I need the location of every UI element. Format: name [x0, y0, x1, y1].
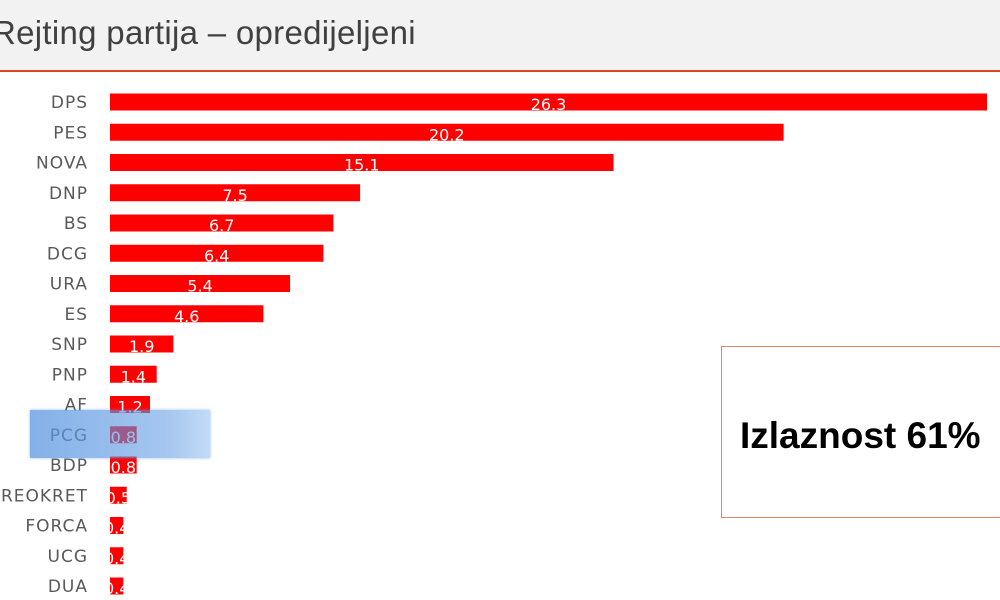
value-label: 0.8 [111, 458, 136, 477]
value-label: 7.5 [222, 186, 247, 205]
category-label: PES [53, 123, 88, 143]
bar [110, 275, 291, 292]
category-label: AF [65, 396, 88, 416]
bar [110, 244, 324, 262]
turnout-label: Izlaznost 61% [740, 415, 981, 456]
category-label: ES [64, 305, 88, 325]
bar [110, 184, 361, 202]
value-label: 0.5 [106, 488, 131, 507]
bar [110, 154, 614, 171]
bar [110, 396, 151, 413]
value-label: 15.1 [344, 156, 380, 175]
value-label: 1.4 [121, 367, 146, 386]
category-label: SNP [51, 335, 88, 355]
bar [110, 486, 127, 504]
chart-title: Rejting partija – opredijeljeni [0, 14, 416, 51]
category-label: DNP [49, 184, 88, 204]
bar [110, 517, 124, 534]
bar [110, 335, 174, 353]
category-label: URA [50, 275, 88, 295]
value-label: 0.4 [104, 549, 129, 568]
value-label: 0.4 [104, 519, 129, 538]
category-label: PCG [50, 426, 88, 446]
bar [110, 456, 137, 474]
bar [110, 547, 124, 565]
value-label: 6.4 [204, 246, 229, 265]
value-label: 1.2 [117, 398, 142, 417]
category-label: DCG [47, 244, 88, 264]
category-label: BDP [50, 456, 88, 476]
value-label: 6.7 [209, 216, 234, 235]
bar [110, 577, 124, 595]
bar [110, 123, 784, 141]
category-label: BS [64, 214, 88, 234]
value-label: 5.4 [187, 277, 212, 296]
category-label: FORCA [25, 517, 88, 537]
value-label: 0.8 [111, 428, 136, 447]
category-label: PNP [52, 365, 88, 385]
bar [110, 93, 987, 111]
value-label: 4.6 [174, 307, 199, 326]
value-label: 26.3 [531, 95, 567, 114]
category-label: UCG [48, 547, 89, 567]
title-bar: Rejting partija – opredijeljeni [0, 0, 1000, 72]
category-label: NOVA [36, 154, 88, 174]
category-label: PREOKRET [0, 486, 88, 506]
turnout-box: Izlaznost 61% [721, 346, 1000, 518]
value-label: 20.2 [429, 125, 465, 144]
bar [110, 305, 264, 323]
value-label: 0.4 [104, 579, 129, 598]
category-label: DUA [48, 577, 88, 597]
value-label: 1.9 [129, 337, 154, 356]
category-label: DPS [51, 93, 88, 113]
bar [110, 214, 334, 232]
bar [110, 365, 157, 383]
